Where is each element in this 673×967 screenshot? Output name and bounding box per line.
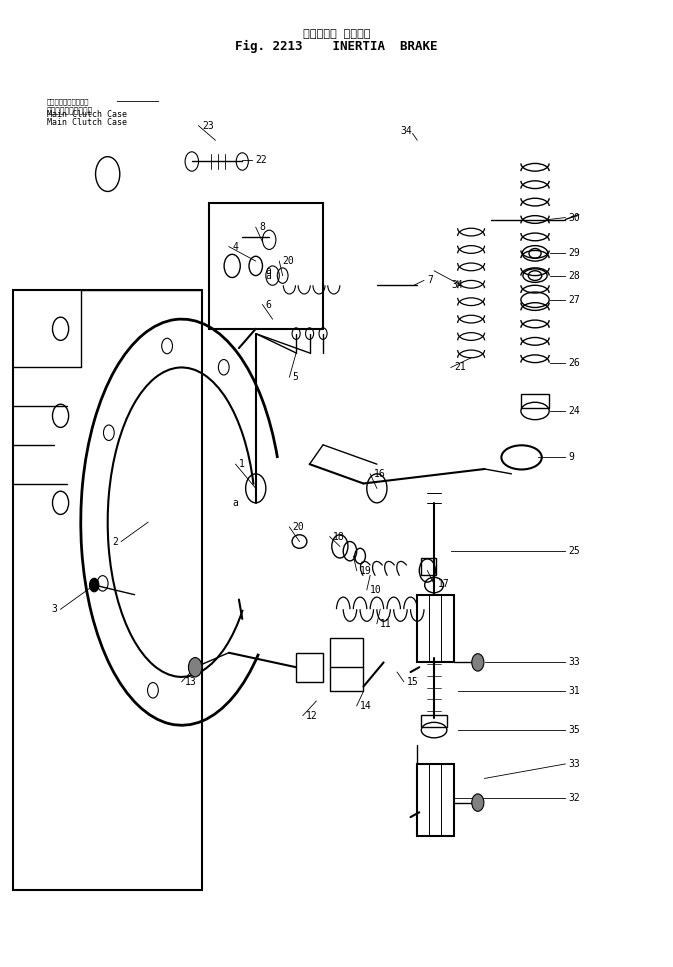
Text: 32: 32	[569, 793, 580, 803]
Text: イナーシャ ブレーキ: イナーシャ ブレーキ	[303, 29, 370, 39]
Text: 3: 3	[51, 604, 57, 614]
Bar	[417, 595, 454, 662]
Text: 14: 14	[360, 701, 371, 711]
Text: 22: 22	[256, 155, 267, 164]
Text: 17: 17	[437, 579, 449, 589]
Text: 20: 20	[283, 256, 294, 266]
Text: Fig. 2213    INERTIA  BRAKE: Fig. 2213 INERTIA BRAKE	[236, 40, 437, 53]
Bar	[209, 203, 323, 329]
Text: 31: 31	[569, 687, 580, 696]
Bar	[417, 764, 454, 836]
Bar	[521, 394, 549, 408]
Text: 11: 11	[380, 619, 392, 629]
Text: 8: 8	[259, 222, 265, 232]
Text: 10: 10	[370, 585, 382, 595]
Text: 16: 16	[374, 469, 385, 479]
Text: 35: 35	[569, 725, 580, 735]
Bar	[296, 653, 323, 682]
Text: 7: 7	[427, 276, 433, 285]
Text: 33: 33	[569, 759, 580, 769]
Text: 29: 29	[569, 249, 580, 258]
Text: a: a	[232, 498, 238, 508]
Text: 9: 9	[569, 453, 575, 462]
Text: a: a	[266, 271, 272, 280]
Circle shape	[188, 658, 202, 677]
Text: a: a	[266, 266, 272, 276]
Text: 34: 34	[451, 280, 462, 290]
Text: メインクラッチケース: メインクラッチケース	[47, 99, 90, 104]
Circle shape	[472, 654, 484, 671]
Text: 15: 15	[407, 677, 419, 687]
Text: 18: 18	[333, 532, 345, 542]
Text: 26: 26	[569, 358, 580, 367]
Text: 27: 27	[569, 295, 580, 305]
Text: 20: 20	[293, 522, 304, 532]
Text: 2: 2	[112, 537, 118, 546]
Text: 13: 13	[185, 677, 197, 687]
Text: 30: 30	[569, 213, 580, 222]
Text: 28: 28	[569, 271, 580, 280]
Text: メインクラッチケース: メインクラッチケース	[47, 106, 94, 116]
Bar	[330, 638, 363, 691]
Text: 4: 4	[232, 242, 238, 251]
Text: 33: 33	[569, 658, 580, 667]
Text: 25: 25	[569, 546, 580, 556]
Text: 5: 5	[293, 372, 299, 382]
Text: 21: 21	[454, 363, 466, 372]
Text: 24: 24	[569, 406, 580, 416]
Text: 1: 1	[239, 459, 245, 469]
Text: 6: 6	[266, 300, 272, 309]
Text: 23: 23	[202, 121, 213, 131]
Text: Main Clutch Case: Main Clutch Case	[47, 118, 127, 128]
Circle shape	[90, 578, 99, 592]
Text: Main Clutch Case: Main Clutch Case	[47, 109, 127, 119]
Circle shape	[472, 794, 484, 811]
Bar	[421, 558, 436, 575]
Text: 34: 34	[400, 126, 412, 135]
Text: 19: 19	[360, 566, 371, 575]
Text: 12: 12	[306, 711, 318, 720]
Bar	[13, 290, 202, 890]
Bar	[421, 715, 447, 727]
